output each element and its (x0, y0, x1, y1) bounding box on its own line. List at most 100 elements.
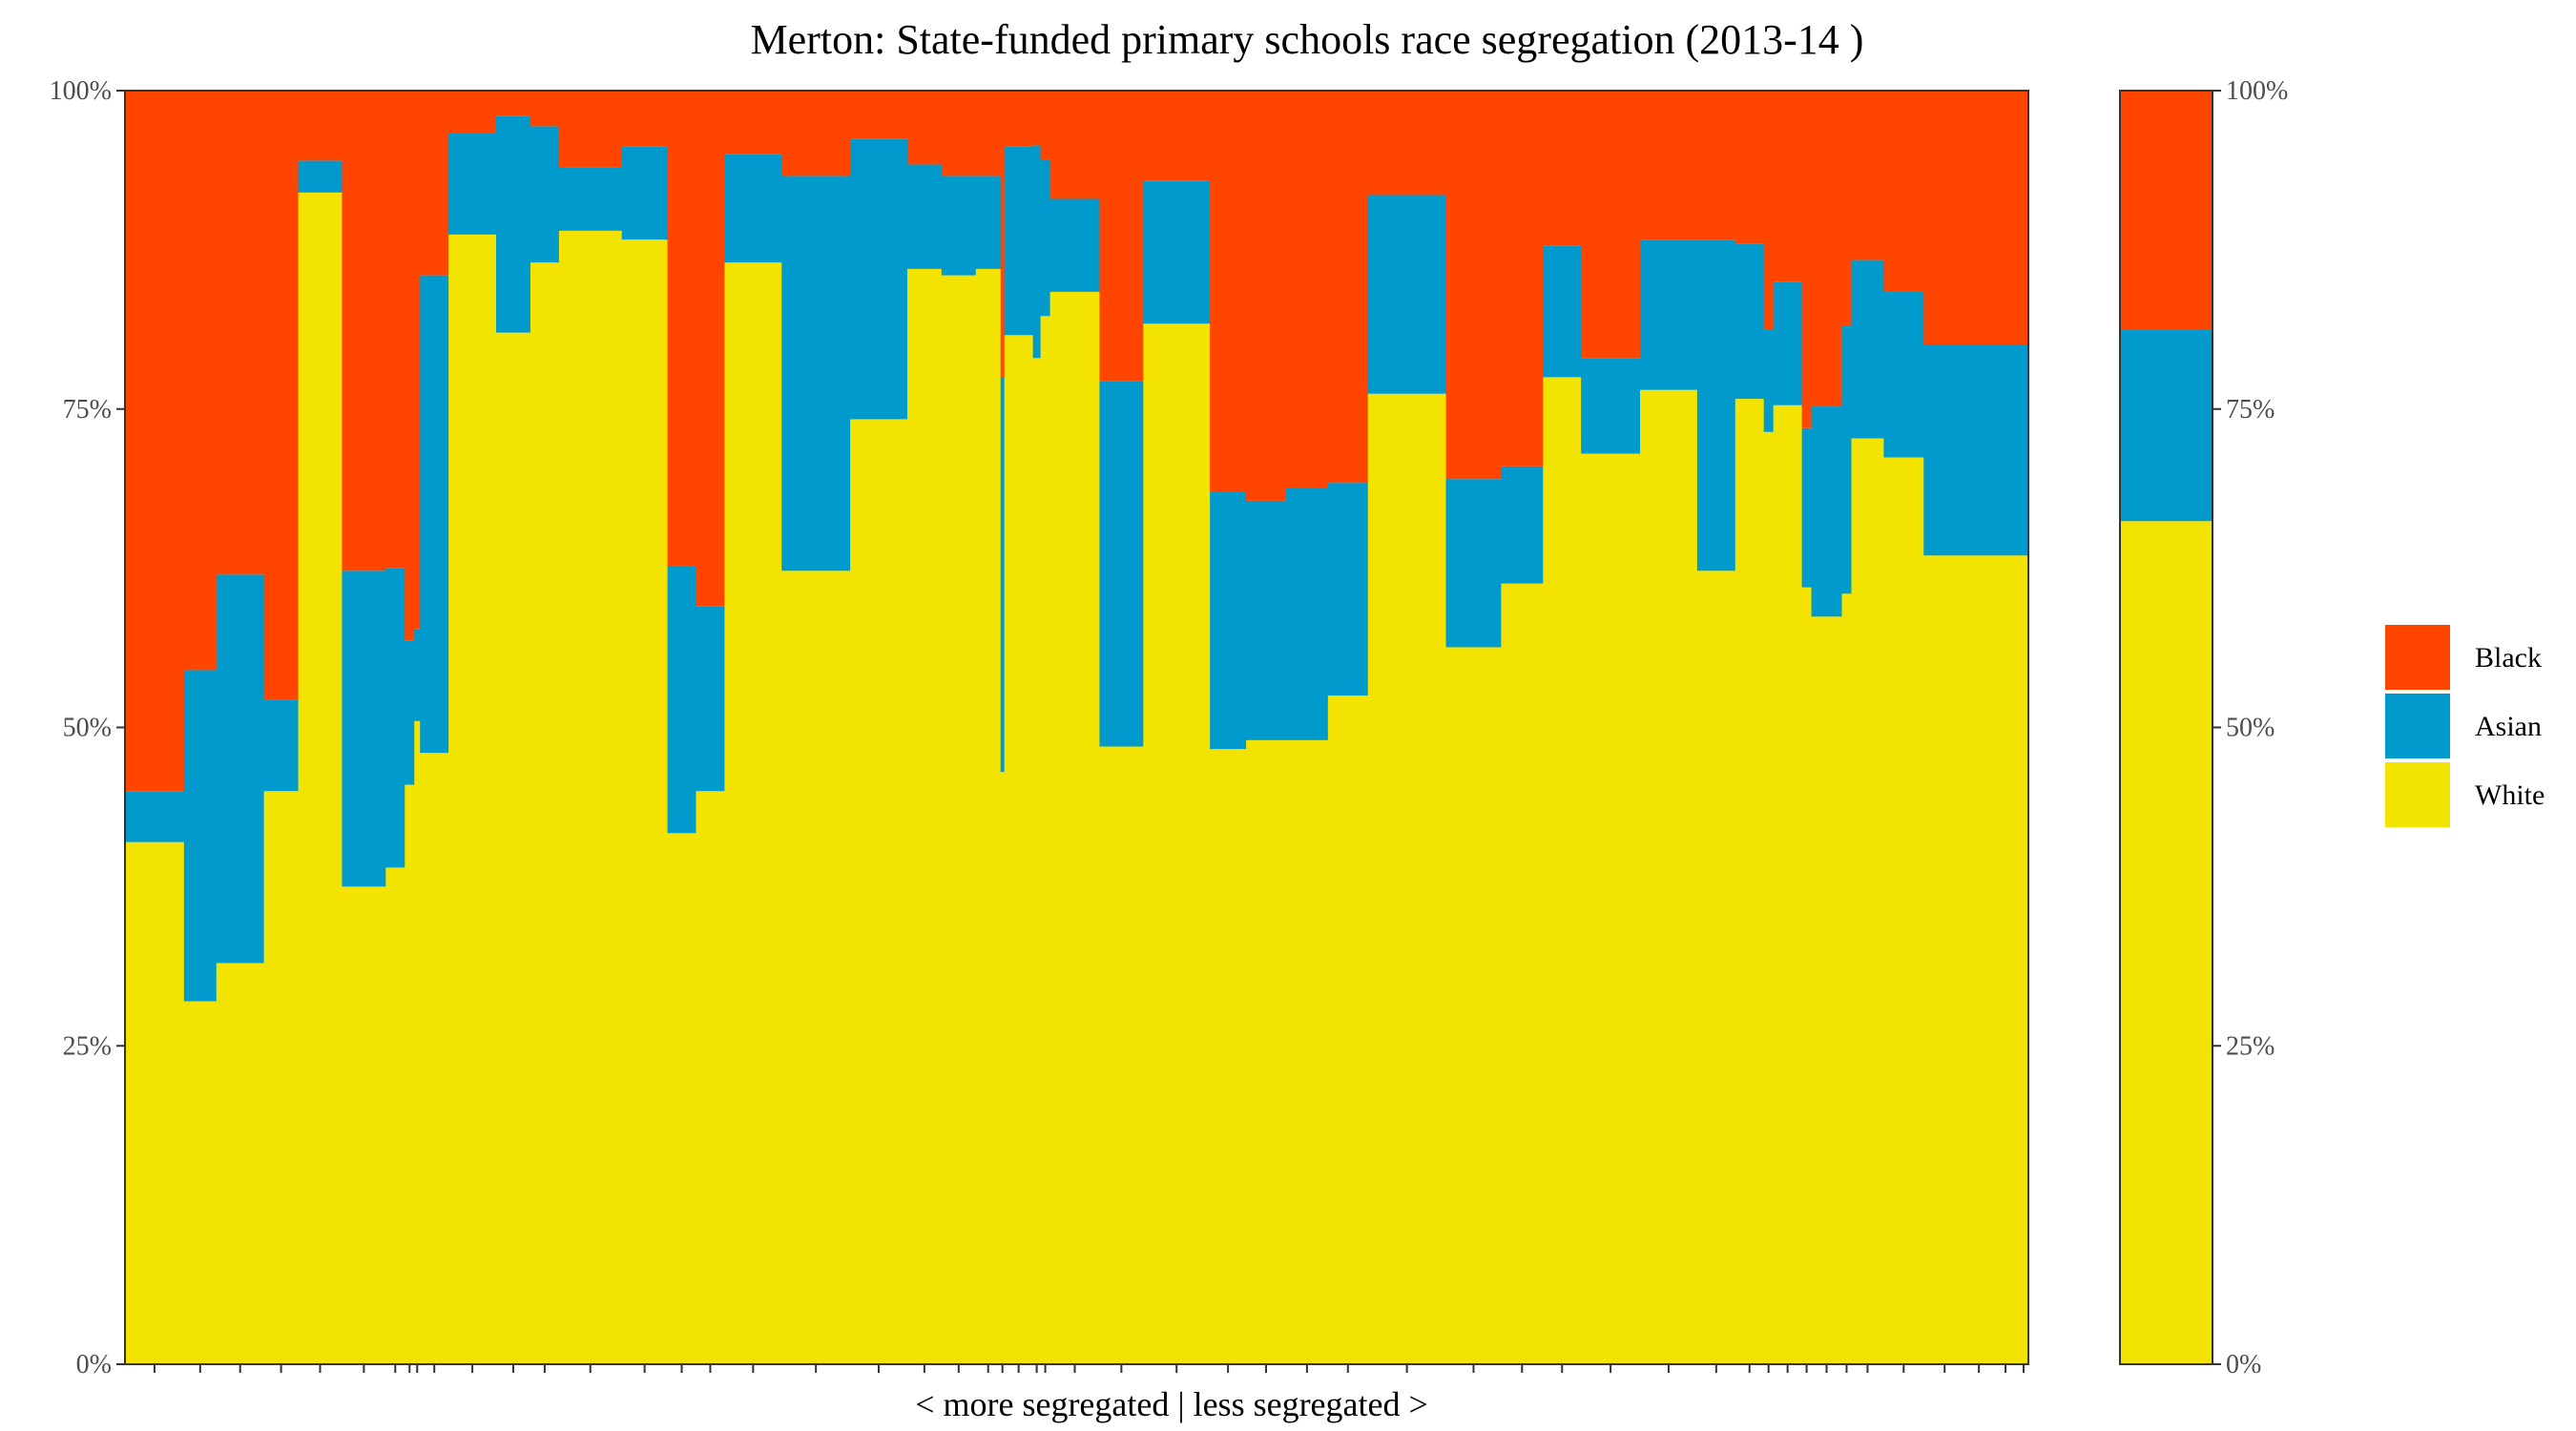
school-5-white-segment (298, 192, 343, 1364)
school-51-black-segment (1965, 91, 1993, 345)
x-axis-ticks (153, 1364, 2025, 1373)
right-y-tick-label: 0% (2226, 1350, 2261, 1379)
school-19-white-segment (781, 570, 851, 1364)
school-10-black-segment (420, 91, 449, 276)
school-17-white-segment (696, 791, 726, 1364)
school-28-white-segment (1049, 291, 1101, 1365)
school-42-black-segment (1735, 91, 1765, 244)
school-22-black-segment (941, 91, 977, 176)
school-5-asian-segment (298, 160, 343, 193)
school-50-asian-segment (1923, 345, 1966, 556)
left-y-axis: 0% 25% 50% 75% 100% (50, 76, 125, 1379)
school-28-black-segment (1049, 91, 1101, 199)
school-2-black-segment (183, 91, 218, 671)
school-18-white-segment (724, 262, 782, 1365)
left-y-tick-label: 0% (76, 1350, 112, 1379)
school-35-asian-segment (1367, 195, 1447, 394)
left-y-tick-label: 25% (63, 1031, 112, 1061)
school-39-asian-segment (1581, 358, 1641, 454)
school-43-black-segment (1763, 91, 1775, 330)
school-48-asian-segment (1851, 259, 1884, 439)
school-8-asian-segment (405, 640, 415, 785)
school-46-asian-segment (1811, 406, 1843, 617)
school-31-black-segment (1210, 91, 1247, 492)
school-13-asian-segment (530, 126, 560, 263)
school-36-white-segment (1445, 647, 1502, 1364)
school-19-black-segment (781, 91, 851, 176)
school-32-black-segment (1246, 91, 1287, 501)
school-49-black-segment (1883, 91, 1924, 292)
school-44-white-segment (1773, 404, 1803, 1364)
school-47-white-segment (1841, 593, 1853, 1364)
school-20-asian-segment (850, 138, 908, 420)
school-41-white-segment (1696, 570, 1736, 1364)
school-8-black-segment (405, 91, 415, 641)
school-37-asian-segment (1501, 466, 1544, 584)
school-33-white-segment (1285, 739, 1329, 1364)
school-20-white-segment (850, 419, 908, 1364)
school-24-black-segment (1000, 91, 1006, 378)
school-43-asian-segment (1763, 329, 1775, 432)
school-12-asian-segment (496, 115, 531, 333)
school-37-white-segment (1501, 583, 1544, 1364)
legend-white-label: White (2475, 779, 2545, 811)
school-1-black-segment (125, 91, 185, 792)
school-53-white-segment (2019, 555, 2029, 1364)
school-40-white-segment (1640, 389, 1698, 1365)
legend-white-swatch (2385, 762, 2450, 827)
right-y-tick-label: 25% (2226, 1031, 2275, 1061)
school-25-black-segment (1004, 91, 1034, 147)
school-14-black-segment (558, 91, 623, 168)
school-45-white-segment (1801, 587, 1813, 1364)
overall-panel-bars (2120, 91, 2212, 1364)
school-1-white-segment (125, 841, 185, 1364)
school-42-asian-segment (1735, 243, 1765, 400)
school-44-asian-segment (1773, 281, 1803, 405)
school-35-white-segment (1367, 393, 1447, 1365)
school-8-white-segment (405, 784, 415, 1364)
school-52-black-segment (1992, 91, 2020, 345)
school-11-white-segment (448, 234, 497, 1365)
school-11-black-segment (448, 91, 497, 134)
school-38-black-segment (1543, 91, 1582, 246)
right-y-axis: 0% 25% 50% 75% 100% (2212, 76, 2288, 1379)
school-7-asian-segment (385, 568, 405, 868)
school-43-white-segment (1763, 431, 1775, 1364)
school-14-asian-segment (558, 167, 623, 231)
overall-black-segment (2120, 91, 2212, 330)
school-26-asian-segment (1032, 145, 1042, 359)
overall-white-segment (2120, 521, 2212, 1364)
school-28-asian-segment (1049, 198, 1101, 292)
school-51-asian-segment (1965, 345, 1993, 556)
school-15-white-segment (621, 239, 669, 1365)
school-49-asian-segment (1883, 291, 1924, 458)
school-14-white-segment (558, 230, 623, 1365)
school-39-black-segment (1581, 91, 1641, 359)
legend: Black Asian White (2385, 625, 2545, 827)
x-axis-label: < more segregated | less segregated > (915, 1385, 1428, 1423)
legend-asian-label: Asian (2475, 711, 2542, 742)
school-22-white-segment (941, 275, 977, 1365)
left-y-tick-label: 100% (50, 76, 112, 106)
right-y-tick-label: 100% (2226, 76, 2288, 106)
school-25-asian-segment (1004, 146, 1034, 336)
school-45-asian-segment (1801, 427, 1813, 588)
school-11-asian-segment (448, 133, 497, 235)
school-53-asian-segment (2019, 345, 2029, 556)
school-46-white-segment (1811, 616, 1843, 1364)
school-7-black-segment (385, 91, 405, 569)
school-21-asian-segment (906, 164, 943, 269)
school-2-white-segment (183, 1001, 218, 1364)
school-53-black-segment (2019, 91, 2029, 345)
school-13-black-segment (530, 91, 560, 127)
school-30-white-segment (1143, 323, 1211, 1364)
school-29-black-segment (1099, 91, 1144, 382)
school-49-white-segment (1883, 457, 1924, 1365)
school-51-white-segment (1965, 555, 1993, 1364)
school-45-black-segment (1801, 91, 1813, 428)
school-18-black-segment (724, 91, 782, 155)
school-9-black-segment (414, 91, 421, 630)
school-50-white-segment (1923, 555, 1966, 1364)
school-48-black-segment (1851, 91, 1884, 260)
school-20-black-segment (850, 91, 908, 139)
